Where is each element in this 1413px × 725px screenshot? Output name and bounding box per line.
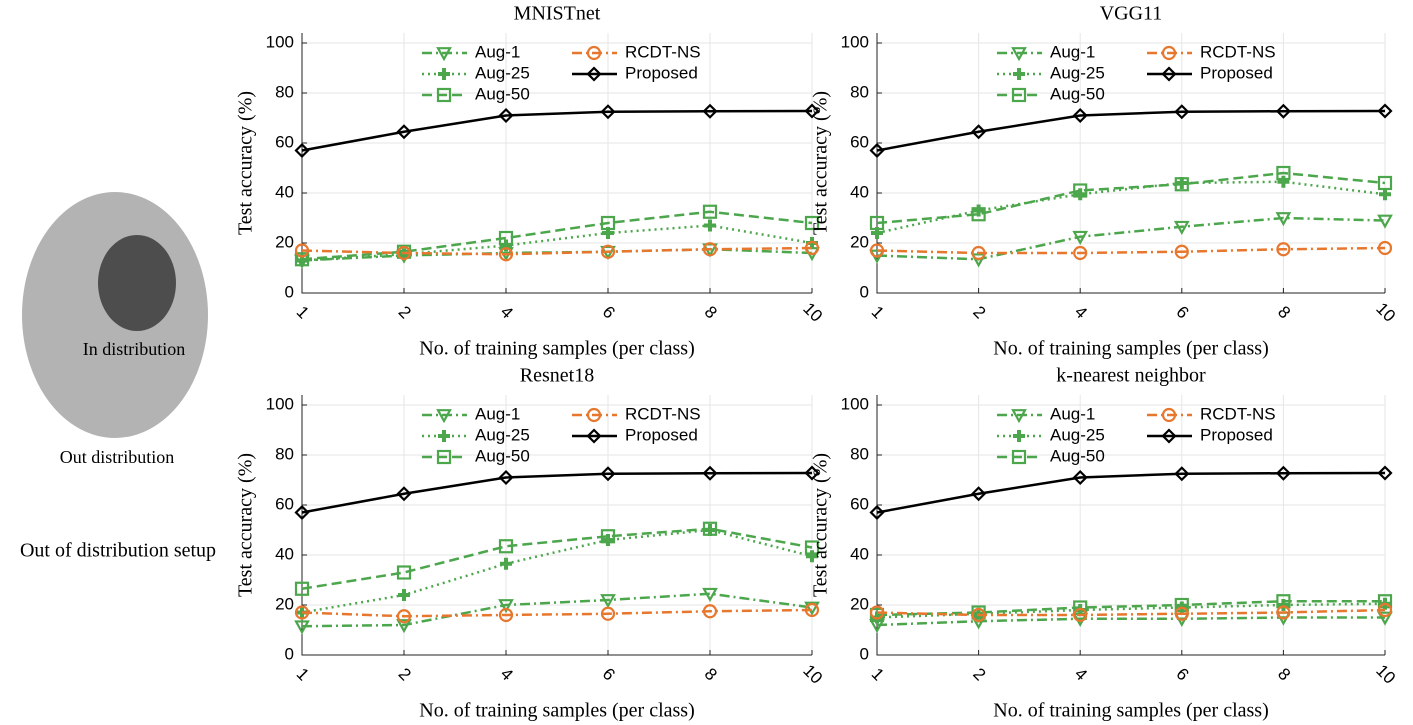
- y-tick-label: 60: [850, 132, 869, 151]
- x-tick-label: 6: [1172, 302, 1192, 322]
- x-tick-label: 4: [497, 664, 517, 684]
- x-tick-label: 1: [293, 302, 313, 322]
- y-tick-label: 80: [850, 82, 869, 101]
- chart-title: k-nearest neighbor: [1056, 365, 1206, 387]
- x-axis-label: No. of training samples (per class): [993, 700, 1268, 722]
- x-tick-label: 6: [1172, 664, 1192, 684]
- legend-label: Aug-50: [1050, 446, 1105, 465]
- x-tick-label: 1: [293, 664, 313, 684]
- legend-label: Aug-1: [1050, 42, 1095, 61]
- y-axis-label: Test accuracy (%): [810, 453, 832, 597]
- legend-label: Aug-50: [475, 446, 530, 465]
- chart-title: MNISTnet: [514, 3, 601, 25]
- diagram-caption: Out of distribution setup: [20, 540, 216, 562]
- legend-label: Aug-25: [1050, 425, 1105, 444]
- x-tick-label: 6: [599, 302, 619, 322]
- legend-label: Proposed: [625, 425, 698, 444]
- y-tick-label: 40: [850, 182, 869, 201]
- y-tick-label: 80: [275, 444, 294, 463]
- chart-panel: 0 20 40 60 80 100 1 2 4 6 8 10 VGG11 No. of training …: [810, 3, 1400, 360]
- x-tick-label: 10: [1372, 299, 1399, 326]
- x-tick-label: 10: [799, 299, 826, 326]
- legend-label: Aug-25: [475, 63, 530, 82]
- chart-panel: 0 20 40 60 80 100 1 2 4 6 8 10 Resnet18 No. of traini…: [235, 365, 827, 722]
- y-axis-label: Test accuracy (%): [235, 91, 257, 235]
- legend-label: Aug-1: [1050, 404, 1095, 423]
- y-tick-label: 40: [275, 544, 294, 563]
- y-tick-label: 40: [850, 544, 869, 563]
- x-tick-label: 6: [599, 664, 619, 684]
- x-tick-label: 8: [1274, 302, 1294, 322]
- legend-label: Proposed: [625, 63, 698, 82]
- y-tick-label: 0: [860, 282, 869, 301]
- outer-label: Out distribution: [60, 447, 175, 467]
- y-tick-label: 60: [850, 494, 869, 513]
- plot-area: [877, 33, 1385, 293]
- x-tick-label: 8: [1274, 664, 1294, 684]
- page: {"diagram": {"inner_label": "In distribu…: [0, 0, 1413, 725]
- x-tick-label: 4: [497, 302, 517, 322]
- y-tick-label: 60: [275, 494, 294, 513]
- figure: In distribution Out distribution Out of …: [0, 0, 1413, 725]
- chart-panel: 0 20 40 60 80 100 1 2 4 6 8 10 k-nearest neighbor No.…: [810, 365, 1400, 722]
- x-tick-label: 8: [701, 664, 721, 684]
- legend-label: RCDT-NS: [625, 42, 701, 61]
- x-tick-label: 10: [1372, 661, 1399, 688]
- y-tick-label: 80: [275, 82, 294, 101]
- x-tick-label: 2: [969, 664, 989, 684]
- x-tick-label: 4: [1071, 302, 1091, 322]
- y-tick-label: 0: [860, 644, 869, 663]
- x-tick-label: 4: [1071, 664, 1091, 684]
- chart-title: Resnet18: [520, 365, 594, 387]
- x-tick-label: 2: [395, 302, 415, 322]
- y-tick-label: 80: [850, 444, 869, 463]
- y-axis-label: Test accuracy (%): [235, 453, 257, 597]
- in-distribution-region: [98, 235, 176, 331]
- x-tick-label: 2: [969, 302, 989, 322]
- plot-area: [877, 395, 1385, 655]
- y-tick-label: 0: [285, 644, 294, 663]
- legend-label: Aug-50: [475, 84, 530, 103]
- y-tick-label: 0: [285, 282, 294, 301]
- legend-label: RCDT-NS: [1200, 404, 1276, 423]
- y-tick-label: 60: [275, 132, 294, 151]
- y-tick-label: 100: [266, 394, 294, 413]
- y-tick-label: 20: [275, 232, 294, 251]
- y-tick-label: 20: [850, 594, 869, 613]
- x-tick-label: 1: [868, 302, 888, 322]
- legend-label: Proposed: [1200, 63, 1273, 82]
- chart-title: VGG11: [1100, 3, 1163, 25]
- inner-label: In distribution: [83, 339, 186, 359]
- legend-label: Aug-1: [475, 404, 520, 423]
- y-tick-label: 20: [275, 594, 294, 613]
- x-axis-label: No. of training samples (per class): [419, 700, 694, 722]
- legend-label: Aug-50: [1050, 84, 1105, 103]
- legend-label: Aug-25: [475, 425, 530, 444]
- legend-label: RCDT-NS: [1200, 42, 1276, 61]
- legend-label: Aug-25: [1050, 63, 1105, 82]
- plot-area: [302, 395, 812, 655]
- chart-panel: 0 20 40 60 80 100 1 2 4 6 8 10 MNISTnet No. of traini…: [235, 3, 827, 360]
- y-tick-label: 100: [841, 32, 869, 51]
- x-axis-label: No. of training samples (per class): [419, 338, 694, 360]
- x-tick-label: 1: [868, 664, 888, 684]
- y-axis-label: Test accuracy (%): [810, 91, 832, 235]
- legend-label: RCDT-NS: [625, 404, 701, 423]
- x-tick-label: 10: [799, 661, 826, 688]
- x-tick-label: 2: [395, 664, 415, 684]
- legend-label: Aug-1: [475, 42, 520, 61]
- y-tick-label: 40: [275, 182, 294, 201]
- x-tick-label: 8: [701, 302, 721, 322]
- y-tick-label: 100: [266, 32, 294, 51]
- x-axis-label: No. of training samples (per class): [993, 338, 1268, 360]
- legend-label: Proposed: [1200, 425, 1273, 444]
- y-tick-label: 100: [841, 394, 869, 413]
- y-tick-label: 20: [850, 232, 869, 251]
